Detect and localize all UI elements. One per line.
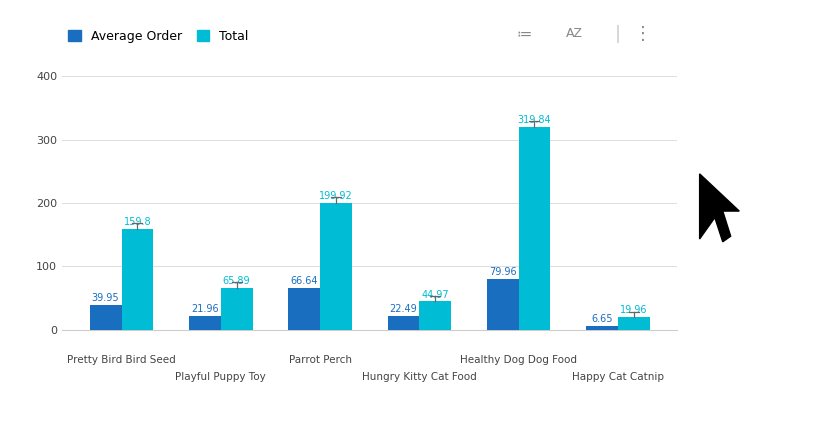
- Bar: [90, 305, 121, 330]
- Bar: [221, 288, 253, 330]
- Text: 319.84: 319.84: [518, 115, 551, 125]
- Text: 6.65: 6.65: [591, 314, 613, 324]
- Text: 159.8: 159.8: [124, 217, 151, 227]
- Text: |: |: [615, 25, 621, 43]
- Text: Parrot Perch: Parrot Perch: [288, 355, 352, 365]
- Bar: [288, 288, 320, 330]
- Bar: [189, 316, 221, 330]
- Bar: [586, 326, 618, 330]
- Bar: [519, 127, 550, 330]
- Bar: [487, 279, 519, 330]
- Text: Playful Puppy Toy: Playful Puppy Toy: [175, 372, 266, 382]
- Text: 199.92: 199.92: [319, 191, 353, 201]
- Text: 66.64: 66.64: [291, 276, 318, 286]
- Bar: [121, 228, 154, 330]
- Legend: Average Order, Total: Average Order, Total: [69, 30, 249, 43]
- Bar: [618, 317, 649, 330]
- Text: 39.95: 39.95: [92, 293, 120, 303]
- Text: 79.96: 79.96: [489, 267, 516, 277]
- Bar: [387, 316, 420, 330]
- Text: AZ: AZ: [566, 27, 582, 40]
- Text: 21.96: 21.96: [191, 304, 219, 314]
- Text: 44.97: 44.97: [421, 289, 449, 299]
- Text: Pretty Bird Bird Seed: Pretty Bird Bird Seed: [67, 355, 176, 365]
- Text: 65.89: 65.89: [223, 276, 250, 286]
- Text: Healthy Dog Dog Food: Healthy Dog Dog Food: [460, 355, 577, 365]
- Text: Happy Cat Catnip: Happy Cat Catnip: [572, 372, 664, 382]
- Text: Hungry Kitty Cat Food: Hungry Kitty Cat Food: [362, 372, 477, 382]
- Text: ⋮: ⋮: [634, 25, 652, 43]
- Text: ≔: ≔: [517, 26, 532, 41]
- Polygon shape: [700, 174, 739, 242]
- Bar: [320, 203, 352, 330]
- Text: 19.96: 19.96: [620, 305, 648, 316]
- Text: 22.49: 22.49: [390, 304, 417, 314]
- Bar: [420, 302, 451, 330]
